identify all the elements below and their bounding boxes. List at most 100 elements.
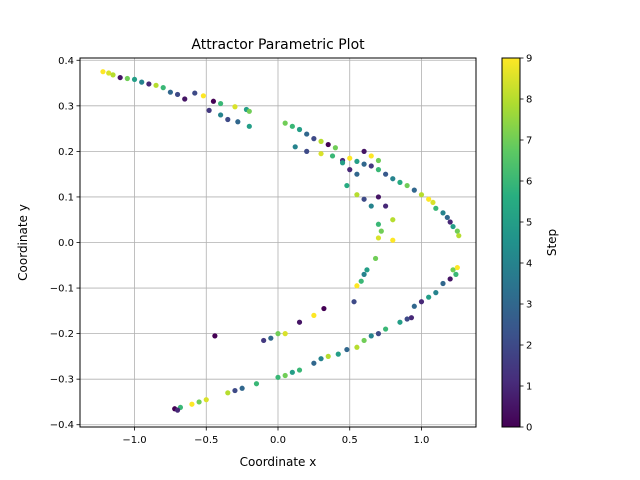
data-point [218,100,224,107]
x-tick-label: 0.0 [270,435,286,446]
data-points [100,69,462,413]
data-point [225,116,231,123]
data-point [418,192,425,198]
data-point [212,333,218,339]
data-point [339,160,346,166]
data-point [404,182,410,189]
data-point [404,316,410,322]
data-point [275,331,281,337]
x-axis-ticks: −1.0 −0.5 0.0 0.5 1.0 [122,427,429,446]
colorbar-label: Step [545,229,559,256]
y-tick-label: −0.2 [50,329,74,340]
data-point [174,407,181,413]
data-point [318,356,324,362]
data-point [390,237,396,243]
data-point [372,255,379,262]
y-tick-label: −0.3 [50,375,74,386]
data-point [282,331,288,337]
data-point [261,337,267,344]
data-point [361,196,367,202]
colorbar-tick-label: 0 [526,423,532,434]
data-point [418,299,425,305]
data-point [275,374,281,380]
data-point [456,233,462,239]
data-point [375,331,382,337]
data-point [375,194,382,200]
colorbar-tick-label: 3 [526,300,532,311]
data-point [110,72,116,78]
data-point [311,360,317,366]
data-point [146,81,152,87]
data-point [311,312,317,318]
y-tick-label: 0.1 [58,192,74,203]
data-point [296,319,303,325]
data-point [246,123,252,129]
data-point [397,319,403,325]
data-point [358,278,364,284]
x-tick-label: 1.0 [414,435,430,446]
data-point [383,326,389,332]
colorbar-tick-label: 7 [526,136,532,147]
data-point [430,199,436,206]
data-point [174,91,181,98]
data-point [192,90,198,96]
data-point [289,123,295,129]
data-point [447,219,453,225]
data-point [375,221,382,227]
data-point [318,151,324,157]
data-point [282,120,288,126]
data-point [246,108,252,114]
data-point [354,344,360,350]
data-point [335,351,341,357]
grid-lines [80,58,476,427]
data-point [182,96,188,102]
data-point [304,148,310,154]
colorbar-ticks: 0 1 2 3 4 5 6 7 8 9 [520,54,532,434]
data-point [361,161,367,167]
data-point [440,210,446,216]
y-tick-label: 0.4 [58,56,74,67]
data-point [454,228,460,234]
data-point [106,70,112,76]
data-point [292,144,298,150]
data-point [318,138,324,144]
data-point [218,112,224,118]
data-point [361,337,367,344]
data-point [354,158,360,165]
data-point [390,176,396,182]
data-point [390,217,396,223]
data-point [450,267,456,273]
data-point [304,131,310,137]
data-point [397,179,403,185]
colorbar-tick-label: 1 [526,382,532,393]
y-tick-label: −0.4 [50,420,74,431]
data-point [361,271,367,277]
data-point [325,353,331,359]
data-point [289,369,295,375]
data-point [321,305,327,312]
data-point [225,390,231,396]
data-point [453,271,459,277]
data-point [375,157,382,164]
data-point [167,89,173,95]
data-point [450,223,456,230]
data-point [411,187,417,193]
data-point [364,267,370,273]
data-point [344,182,350,189]
data-point [378,228,384,234]
data-point [354,192,360,198]
data-point [426,196,432,202]
data-point [153,82,159,88]
data-point [296,126,303,133]
data-point [253,381,260,387]
colorbar [501,57,521,428]
y-tick-label: 0.3 [58,101,74,112]
data-point [354,283,360,289]
data-point [447,276,453,282]
data-point [239,385,245,391]
data-point [368,163,374,169]
data-point [354,171,360,177]
data-point [268,335,274,341]
data-point [139,79,145,85]
